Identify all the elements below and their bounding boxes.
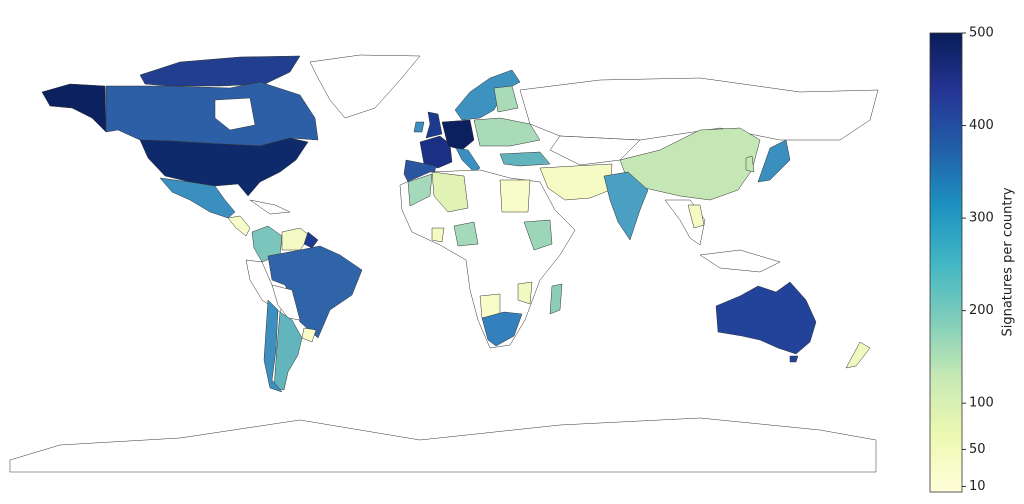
country [139,137,309,197]
country [413,121,425,133]
country [139,55,301,87]
colorbar-tick-label: 200 [969,303,994,318]
country [407,173,433,207]
country [715,281,817,355]
colorbar: Signatures per country [929,32,1016,493]
country [267,245,363,339]
country [499,151,551,167]
country [549,135,641,166]
country [453,221,479,247]
country [105,81,319,147]
colorbar-scale [929,32,963,493]
country [745,155,755,173]
world-map [9,54,879,473]
colorbar-tick-label: 50 [969,442,986,457]
country [431,227,445,243]
country [454,69,521,121]
colorbar-tick-label: 400 [969,118,994,133]
country [517,281,533,305]
country [425,111,443,139]
country [603,171,649,241]
country [9,417,877,473]
country [481,311,523,347]
country [845,341,871,369]
country [273,311,303,391]
colorbar-tick-label: 500 [969,26,994,41]
country [159,177,236,219]
country [499,179,531,213]
country [757,139,791,183]
country [399,169,576,349]
country [227,215,251,237]
country [431,171,469,213]
country [523,219,553,251]
lake [214,97,256,131]
country [789,355,799,363]
colorbar-tick-label: 10 [969,479,986,494]
country [441,119,475,151]
colorbar-tick-label: 100 [969,396,994,411]
country [41,83,107,133]
colorbar-tick-label: 300 [969,211,994,226]
country [493,85,519,113]
country [473,117,541,147]
country [249,199,291,215]
country [309,54,421,119]
country [699,249,781,273]
country [539,163,613,201]
colorbar-label: Signatures per country [1001,187,1016,336]
country [263,299,283,393]
country [301,327,317,343]
country [455,147,481,173]
country [271,284,301,321]
country [687,204,705,229]
country [549,283,563,315]
